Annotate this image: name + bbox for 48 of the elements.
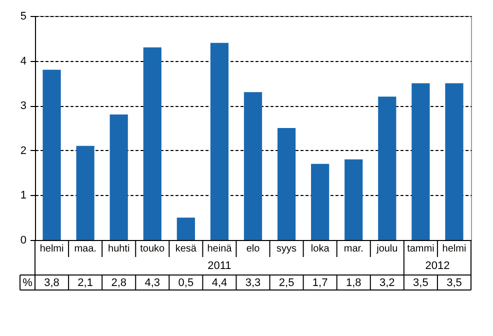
data-label: 2,5: [278, 277, 294, 289]
x-tick-label: mar.: [344, 244, 364, 254]
x-tick-label: elo: [246, 244, 260, 254]
data-label: 1,7: [312, 277, 328, 289]
data-label: 2,1: [78, 277, 93, 289]
data-label: 0,5: [178, 277, 194, 289]
y-tick-label: 1: [20, 190, 26, 202]
x-tick-label: helmi: [442, 244, 466, 254]
x-tick-label: tammi: [407, 244, 434, 254]
x-tick-label: touko: [140, 244, 166, 254]
data-label: 3,5: [413, 277, 428, 289]
bar: [344, 159, 363, 240]
text: 2012: [425, 260, 450, 272]
data-label: 3,5: [446, 277, 462, 289]
bar: [176, 218, 195, 240]
text: %: [22, 277, 33, 289]
y-tick-label: 3: [20, 100, 26, 112]
data-label: 3,3: [245, 277, 261, 289]
y-tick-label: 5: [20, 10, 26, 22]
x-tick-label: syys: [276, 244, 297, 254]
bar: [76, 146, 94, 240]
y-tick-label: 2: [20, 144, 26, 157]
x-tick-label: heinä: [207, 244, 232, 254]
bar: [210, 42, 229, 240]
bar: [311, 164, 330, 240]
bar: [143, 47, 162, 240]
bar: [412, 83, 430, 240]
x-tick-label: kesä: [175, 244, 197, 254]
text: 2011: [208, 260, 232, 272]
y-tick-label: 4: [20, 55, 26, 68]
data-label: 4,4: [212, 277, 228, 289]
x-tick-label: loka: [310, 244, 330, 254]
bar: [378, 96, 396, 240]
y-tick-label: 0: [20, 234, 26, 246]
data-label: 3,8: [44, 277, 60, 289]
data-label: 2,8: [111, 277, 126, 289]
bar: [42, 70, 61, 240]
bar: [445, 83, 464, 240]
data-label: 4,3: [144, 277, 160, 289]
bar: [277, 128, 296, 240]
x-tick-label: helmi: [40, 244, 64, 254]
x-tick-label: huhti: [108, 244, 130, 254]
x-tick-label: joulu: [376, 244, 398, 254]
bar: [244, 92, 262, 240]
x-tick-label: maa.: [74, 244, 96, 254]
bar: [110, 114, 128, 240]
data-label: 3,2: [380, 277, 395, 289]
data-label: 1,8: [346, 277, 362, 289]
